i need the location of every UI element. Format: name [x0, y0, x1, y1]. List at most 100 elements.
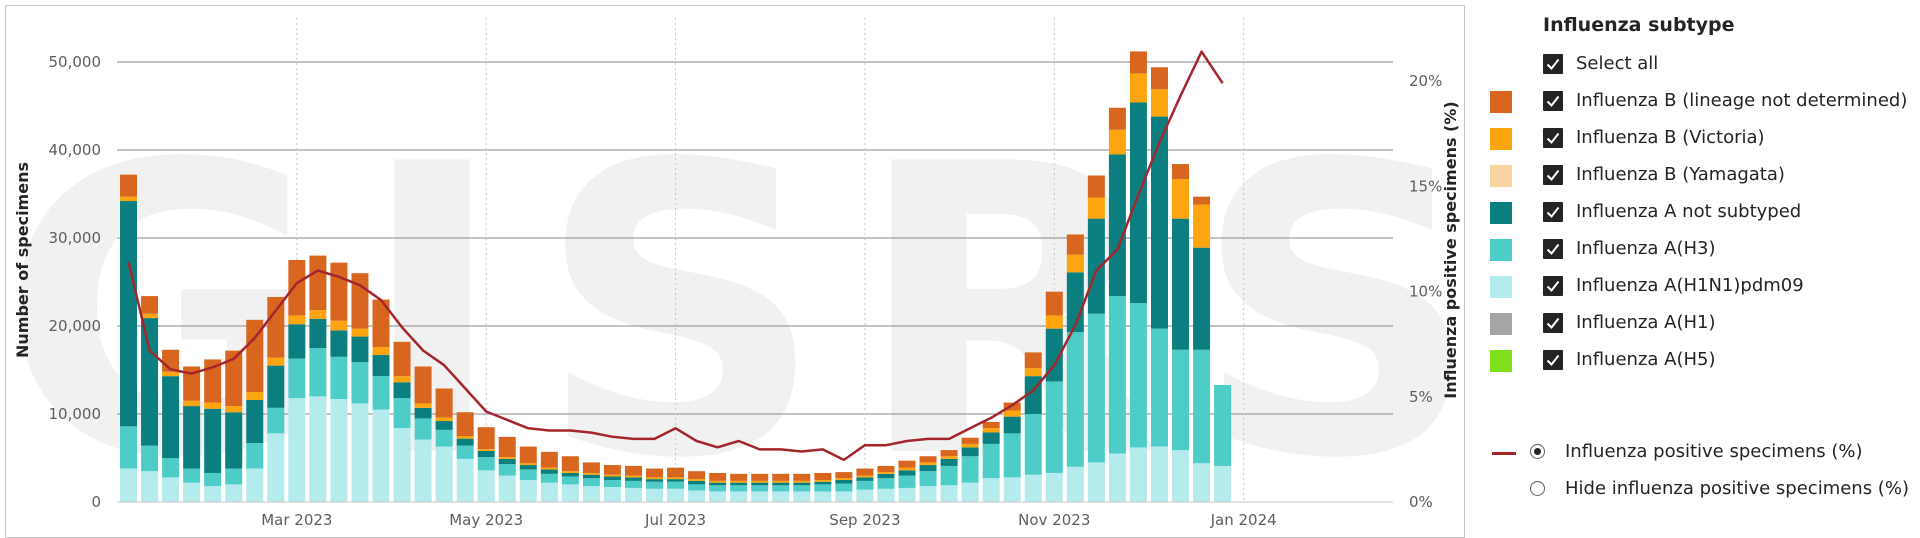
bar-segment[interactable]: [667, 479, 685, 482]
bar-segment[interactable]: [393, 428, 411, 502]
bar-segment[interactable]: [877, 488, 895, 502]
bar-segment[interactable]: [582, 486, 600, 502]
bar-segment[interactable]: [1172, 218, 1190, 350]
bar-segment[interactable]: [162, 376, 180, 458]
bar-segment[interactable]: [603, 465, 621, 475]
bar-segment[interactable]: [982, 443, 1000, 479]
bar-segment[interactable]: [898, 475, 916, 488]
bar-segment[interactable]: [435, 446, 453, 502]
bar-segment[interactable]: [435, 417, 453, 422]
bar-segment[interactable]: [856, 477, 874, 481]
bar-segment[interactable]: [561, 456, 579, 472]
bar-segment[interactable]: [646, 481, 664, 489]
bar-segment[interactable]: [1024, 414, 1042, 475]
bar-segment[interactable]: [1045, 291, 1063, 316]
bar-segment[interactable]: [393, 376, 411, 383]
bar-segment[interactable]: [1087, 197, 1105, 219]
bar-segment[interactable]: [982, 478, 1000, 502]
bar-segment[interactable]: [267, 357, 285, 366]
bar-segment[interactable]: [814, 491, 832, 502]
bar-segment[interactable]: [919, 471, 937, 487]
bar-segment[interactable]: [688, 471, 706, 480]
bar-segment[interactable]: [183, 400, 201, 407]
legend-item[interactable]: Influenza A(H1): [1490, 308, 1915, 338]
line-option-radio[interactable]: [1530, 481, 1545, 496]
bar-segment[interactable]: [730, 480, 748, 483]
bar-segment[interactable]: [814, 481, 832, 485]
bar-segment[interactable]: [688, 484, 706, 491]
bar-segment[interactable]: [246, 468, 264, 502]
bar-segment[interactable]: [309, 318, 327, 348]
bar-segment[interactable]: [835, 472, 853, 479]
bar-segment[interactable]: [982, 421, 1000, 429]
bar-segment[interactable]: [540, 467, 558, 470]
bar-segment[interactable]: [246, 443, 264, 469]
bar-segment[interactable]: [1087, 462, 1105, 502]
legend-item[interactable]: Influenza B (lineage not determined): [1490, 86, 1915, 116]
bar-segment[interactable]: [1003, 410, 1021, 417]
bar-segment[interactable]: [751, 491, 769, 502]
bar-segment[interactable]: [351, 403, 369, 502]
bar-segment[interactable]: [1150, 446, 1168, 502]
bar-segment[interactable]: [877, 472, 895, 474]
bar-segment[interactable]: [1066, 332, 1084, 467]
bar-segment[interactable]: [919, 462, 937, 466]
bar-segment[interactable]: [246, 319, 264, 392]
bar-segment[interactable]: [1172, 179, 1190, 219]
bar-segment[interactable]: [351, 328, 369, 337]
bar-segment[interactable]: [603, 474, 621, 477]
bar-segment[interactable]: [772, 485, 790, 492]
bar-segment[interactable]: [1172, 450, 1190, 502]
bar-segment[interactable]: [856, 480, 874, 490]
bar-segment[interactable]: [309, 255, 327, 311]
bar-segment[interactable]: [267, 433, 285, 502]
bar-segment[interactable]: [141, 445, 159, 472]
legend-checkbox[interactable]: [1543, 313, 1563, 333]
bar-segment[interactable]: [1150, 89, 1168, 117]
bar-segment[interactable]: [561, 472, 579, 477]
bar-segment[interactable]: [751, 480, 769, 483]
bar-segment[interactable]: [751, 473, 769, 481]
bar-segment[interactable]: [309, 348, 327, 397]
line-option-radio[interactable]: [1530, 444, 1545, 459]
bar-segment[interactable]: [814, 480, 832, 482]
bar-segment[interactable]: [1087, 313, 1105, 463]
bar-segment[interactable]: [1003, 416, 1021, 434]
bar-segment[interactable]: [204, 359, 222, 403]
bar-segment[interactable]: [646, 488, 664, 502]
bar-segment[interactable]: [793, 482, 811, 486]
bar-segment[interactable]: [919, 465, 937, 472]
bar-segment[interactable]: [709, 472, 727, 481]
bar-segment[interactable]: [603, 476, 621, 480]
bar-segment[interactable]: [1129, 303, 1147, 448]
bar-segment[interactable]: [835, 483, 853, 492]
bar-segment[interactable]: [772, 482, 790, 486]
bar-segment[interactable]: [1045, 328, 1063, 382]
bar-segment[interactable]: [898, 487, 916, 502]
bar-segment[interactable]: [561, 476, 579, 485]
bar-segment[interactable]: [1087, 175, 1105, 198]
bar-segment[interactable]: [919, 486, 937, 502]
bar-segment[interactable]: [204, 486, 222, 502]
bar-segment[interactable]: [246, 399, 264, 444]
bar-segment[interactable]: [435, 429, 453, 447]
bar-segment[interactable]: [267, 407, 285, 434]
bar-segment[interactable]: [1193, 196, 1211, 205]
bar-segment[interactable]: [120, 468, 138, 502]
bar-segment[interactable]: [1087, 218, 1105, 314]
legend-checkbox[interactable]: [1543, 91, 1563, 111]
bar-segment[interactable]: [624, 480, 642, 488]
bar-segment[interactable]: [646, 479, 664, 482]
bar-segment[interactable]: [204, 472, 222, 487]
bar-segment[interactable]: [267, 296, 285, 358]
bar-segment[interactable]: [456, 436, 474, 439]
bar-segment[interactable]: [940, 450, 958, 457]
bar-segment[interactable]: [351, 362, 369, 404]
bar-segment[interactable]: [120, 196, 138, 202]
bar-segment[interactable]: [856, 468, 874, 476]
bar-segment[interactable]: [225, 406, 243, 413]
bar-segment[interactable]: [498, 475, 516, 502]
bar-segment[interactable]: [393, 398, 411, 429]
bar-segment[interactable]: [646, 477, 664, 480]
legend-checkbox[interactable]: [1543, 128, 1563, 148]
